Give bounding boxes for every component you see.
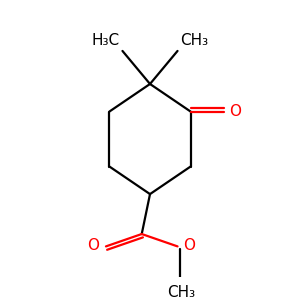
Text: H₃C: H₃C <box>92 33 120 48</box>
Text: CH₃: CH₃ <box>168 285 196 300</box>
Text: O: O <box>183 238 195 253</box>
Text: O: O <box>229 104 241 119</box>
Text: CH₃: CH₃ <box>180 33 208 48</box>
Text: O: O <box>87 238 99 253</box>
